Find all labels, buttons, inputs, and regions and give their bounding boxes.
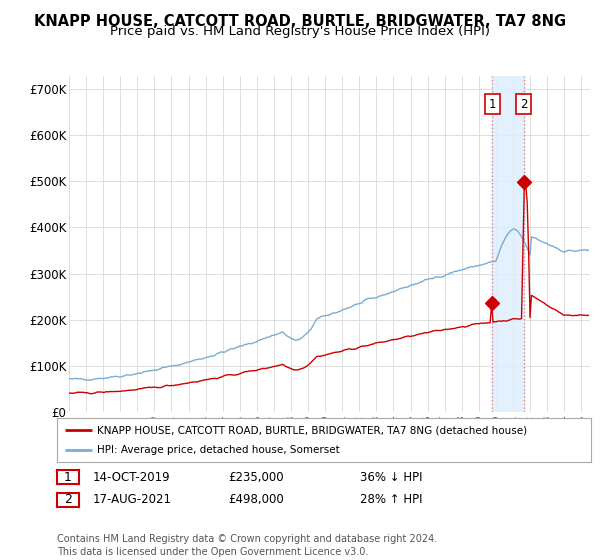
Bar xyxy=(492,76,524,412)
Text: 1: 1 xyxy=(488,97,496,111)
Text: Contains HM Land Registry data © Crown copyright and database right 2024.
This d: Contains HM Land Registry data © Crown c… xyxy=(57,534,437,557)
Text: 14-OCT-2019: 14-OCT-2019 xyxy=(93,470,170,484)
Text: £235,000: £235,000 xyxy=(228,470,284,484)
Text: 1: 1 xyxy=(64,470,72,484)
Text: HPI: Average price, detached house, Somerset: HPI: Average price, detached house, Some… xyxy=(97,445,340,455)
Text: 2: 2 xyxy=(520,97,527,111)
Text: 28% ↑ HPI: 28% ↑ HPI xyxy=(360,493,422,506)
Text: 2: 2 xyxy=(64,493,72,506)
Text: 36% ↓ HPI: 36% ↓ HPI xyxy=(360,470,422,484)
Text: KNAPP HOUSE, CATCOTT ROAD, BURTLE, BRIDGWATER, TA7 8NG: KNAPP HOUSE, CATCOTT ROAD, BURTLE, BRIDG… xyxy=(34,14,566,29)
Text: 17-AUG-2021: 17-AUG-2021 xyxy=(93,493,172,506)
Text: KNAPP HOUSE, CATCOTT ROAD, BURTLE, BRIDGWATER, TA7 8NG (detached house): KNAPP HOUSE, CATCOTT ROAD, BURTLE, BRIDG… xyxy=(97,425,527,435)
Text: £498,000: £498,000 xyxy=(228,493,284,506)
Text: Price paid vs. HM Land Registry's House Price Index (HPI): Price paid vs. HM Land Registry's House … xyxy=(110,25,490,38)
